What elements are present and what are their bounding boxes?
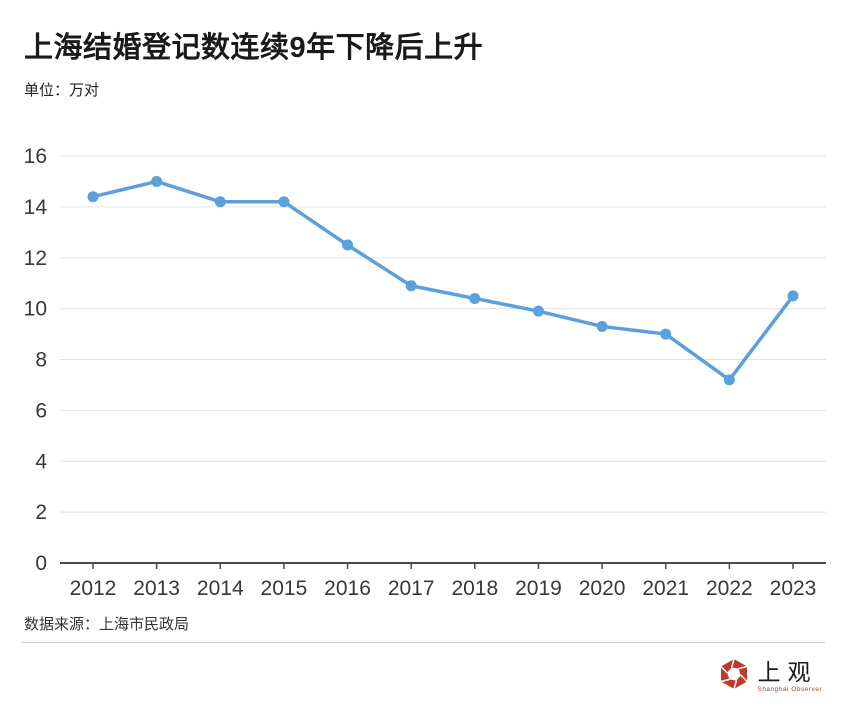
y-axis-tick-label: 12 [24, 247, 47, 270]
unit-label: 单位：万对 [24, 82, 100, 99]
data-point [469, 292, 481, 304]
x-axis-tick-label: 2014 [197, 577, 244, 600]
x-axis-tick-label: 2016 [324, 577, 371, 600]
x-axis-tick-label: 2017 [388, 577, 435, 600]
y-axis-tick-label: 10 [24, 298, 47, 321]
y-axis-tick-label: 2 [35, 501, 47, 524]
page-title: 上海结婚登记数连续9年下降后上升 [24, 32, 484, 64]
x-axis-tick-label: 2020 [579, 577, 626, 600]
x-axis-tick-label: 2015 [261, 577, 308, 600]
x-axis-tick-label: 2013 [133, 577, 180, 600]
x-axis-tick-label: 2018 [451, 577, 498, 600]
x-axis-tick-label: 2019 [515, 577, 562, 600]
data-point [405, 280, 417, 292]
data-line [91, 179, 795, 382]
data-point [278, 196, 290, 208]
y-axis-tick-label: 0 [35, 552, 47, 575]
data-point [723, 374, 735, 386]
x-axis-tick-label: 2022 [706, 577, 753, 600]
data-point [660, 328, 672, 340]
brand-logo: 上观 Shanghai Observer [718, 658, 822, 695]
y-axis-tick-label: 6 [35, 399, 47, 422]
y-axis-tick-label: 14 [24, 196, 48, 219]
x-axis-tick-label: 2021 [642, 577, 689, 600]
data-point [596, 320, 608, 332]
data-point [151, 175, 163, 187]
aperture-hexagon-icon [718, 658, 750, 695]
y-axis-tick-label: 8 [35, 349, 47, 372]
brand-text: 上观 Shanghai Observer [757, 661, 822, 693]
y-axis-tick-label: 16 [24, 145, 47, 168]
data-point [87, 191, 99, 203]
x-axis-tick-label: 2023 [770, 577, 817, 600]
data-source-label: 数据来源：上海市民政局 [24, 616, 190, 633]
data-point [342, 239, 354, 251]
data-point [787, 290, 799, 302]
brand-subtext: Shanghai Observer [757, 685, 822, 693]
brand-name: 上观 [757, 659, 818, 686]
data-point [214, 196, 226, 208]
data-point [532, 305, 544, 317]
y-axis-tick-label: 4 [35, 450, 47, 473]
x-axis-tick-label: 2012 [70, 577, 117, 600]
footer-divider [22, 642, 825, 643]
